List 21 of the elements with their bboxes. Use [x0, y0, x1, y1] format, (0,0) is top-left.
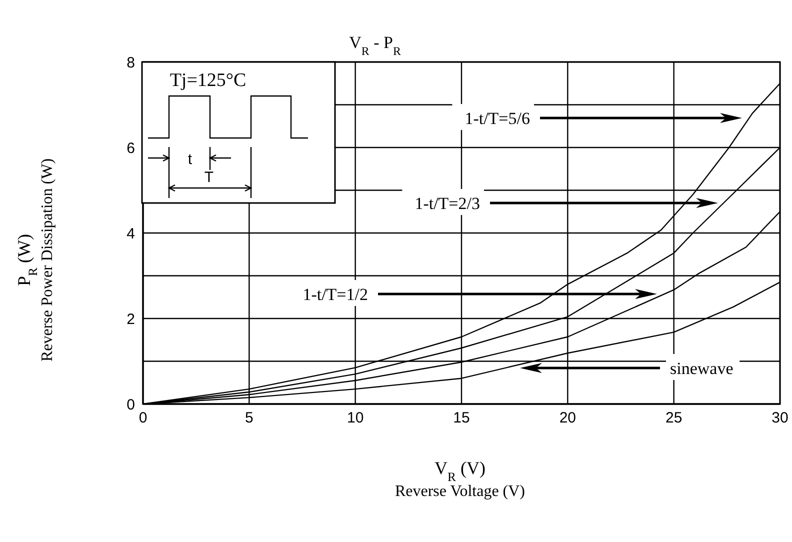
x-tick-label: 15 [453, 410, 470, 427]
x-axis-title: V$_{R}$ (V) Reverse Voltage (V) [394, 458, 526, 500]
y-tick-label: 0 [126, 396, 135, 414]
y-tick-label: 4 [126, 225, 135, 242]
x-tick-label: 5 [244, 410, 254, 427]
x-tick-label: 20 [559, 410, 576, 427]
annotation: 1-t/T=1/2 [302, 285, 368, 304]
x-tick-label: 0 [138, 410, 148, 427]
chart-title: V$_{R}$ - P$_{R}$ [349, 33, 401, 58]
x-tick-label: 10 [346, 410, 364, 427]
y-tick-label: 6 [126, 140, 135, 157]
annotation: t [188, 151, 193, 168]
annotation: 1-t/T=2/3 [414, 194, 480, 213]
annotation: T [204, 169, 214, 186]
annotation: 1-t/T=5/6 [464, 109, 530, 128]
x-tick-label: 30 [772, 410, 788, 427]
annotation: Tj=125°C [170, 70, 246, 91]
annotation: sinewave [670, 359, 734, 378]
y-tick-label: 8 [126, 54, 135, 72]
x-tick-label: 25 [665, 410, 682, 427]
y-tick-label: 2 [126, 310, 135, 328]
